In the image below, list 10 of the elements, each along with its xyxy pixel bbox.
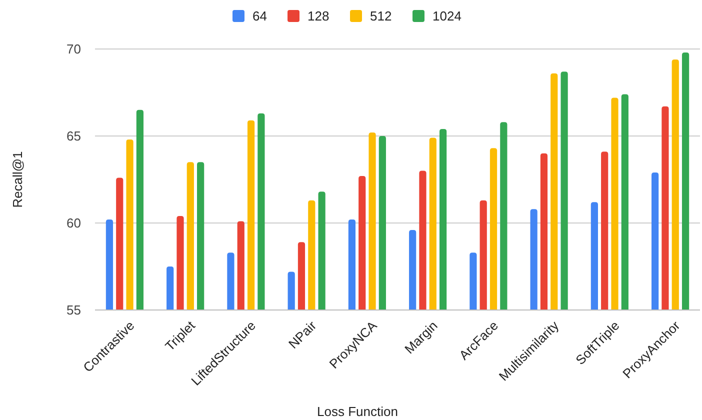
- y-tick-label: 60: [66, 216, 81, 231]
- y-tick-label: 70: [66, 42, 81, 57]
- legend-label: 128: [308, 8, 330, 24]
- legend-label: 512: [370, 8, 392, 24]
- y-tick-label: 65: [66, 128, 81, 144]
- y-axis-title: Recall@1: [10, 151, 25, 208]
- y-tick-label: 55: [66, 302, 81, 318]
- legend-label: 64: [252, 8, 267, 24]
- x-axis-title: Loss Function: [317, 404, 398, 419]
- legend-label: 1024: [432, 8, 462, 24]
